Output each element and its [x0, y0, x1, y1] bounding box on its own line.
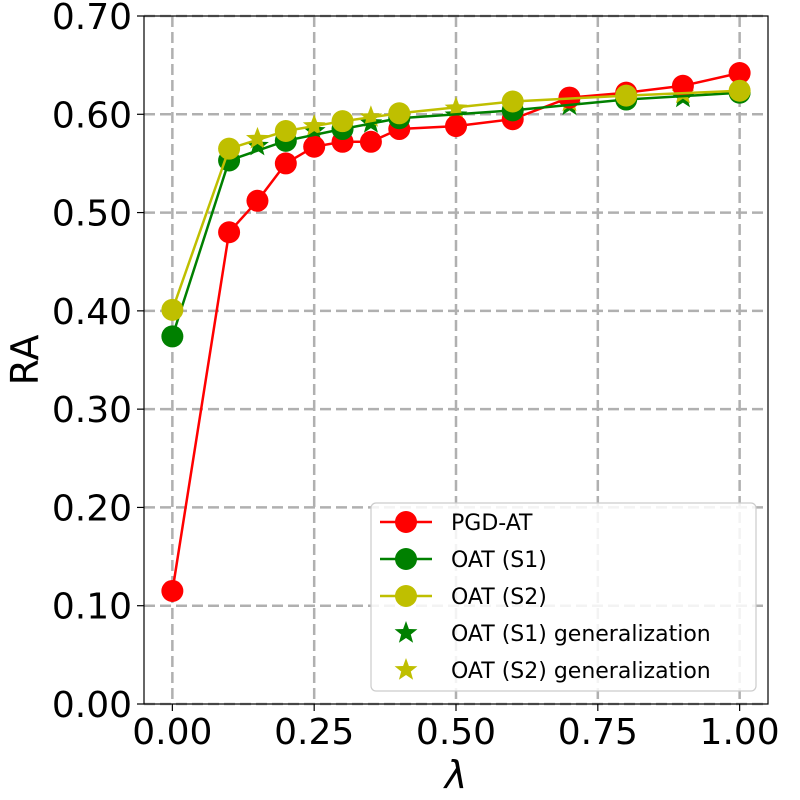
y-tick-label: 0.40 [52, 292, 132, 333]
data-point [303, 135, 326, 158]
legend: PGD-AT OAT (S1) OAT (S2) OAT (S1) generaliz… [370, 502, 757, 692]
legend-marker [395, 511, 417, 533]
y-tick-label: 0.10 [52, 587, 132, 628]
star-point [246, 126, 269, 149]
axis-ticks: 0.00 0.25 0.50 0.75 1.00 0.00 0.10 0.20 0.30 0.40… [52, 0, 780, 753]
x-tick-label: 0.00 [132, 712, 212, 753]
y-tick-label: 0.00 [52, 685, 132, 726]
x-tick-label: 0.50 [416, 712, 496, 753]
x-tick-label: 0.75 [558, 712, 638, 753]
data-point [161, 325, 184, 348]
data-point [161, 298, 184, 321]
x-tick-label: 0.25 [274, 712, 354, 753]
legend-label: OAT (S1) generalization [451, 622, 711, 647]
legend-label: PGD-AT [451, 511, 533, 536]
y-tick-label: 0.60 [52, 95, 132, 136]
legend-marker [395, 548, 417, 570]
series-oat-s2 [161, 79, 751, 321]
legend-item: OAT (S2) [380, 585, 547, 610]
legend-label: OAT (S2) generalization [451, 659, 711, 684]
series-layer [161, 62, 751, 602]
data-point [218, 137, 241, 160]
data-point [501, 90, 524, 113]
y-axis-title: RA [3, 335, 47, 386]
x-axis-title: λ [443, 753, 468, 797]
legend-item: OAT (S1) [380, 548, 547, 573]
y-tick-label: 0.20 [52, 488, 132, 529]
legend-marker [394, 621, 418, 643]
legend-label: OAT (S1) [451, 548, 547, 573]
data-point [274, 152, 297, 175]
data-point [615, 84, 638, 107]
legend-item: PGD-AT [380, 511, 533, 536]
legend-label: OAT (S2) [451, 585, 547, 610]
data-point [161, 579, 184, 602]
legend-item: OAT (S2) generalization [394, 658, 711, 684]
data-point [671, 74, 694, 97]
data-point [445, 115, 467, 138]
data-point [331, 110, 354, 133]
legend-marker [395, 585, 417, 607]
data-point [246, 189, 269, 212]
data-point [218, 221, 241, 244]
data-point [274, 119, 297, 142]
y-tick-label: 0.70 [52, 0, 132, 38]
data-point [388, 102, 411, 125]
legend-box [370, 502, 757, 692]
star-point [246, 133, 269, 156]
y-tick-label: 0.50 [52, 194, 132, 235]
legend-marker [394, 658, 418, 680]
data-point [728, 62, 751, 85]
x-tick-label: 1.00 [700, 712, 780, 753]
data-point [728, 79, 751, 102]
legend-item: OAT (S1) generalization [394, 621, 711, 647]
data-point [359, 130, 382, 153]
y-tick-label: 0.30 [52, 390, 132, 431]
